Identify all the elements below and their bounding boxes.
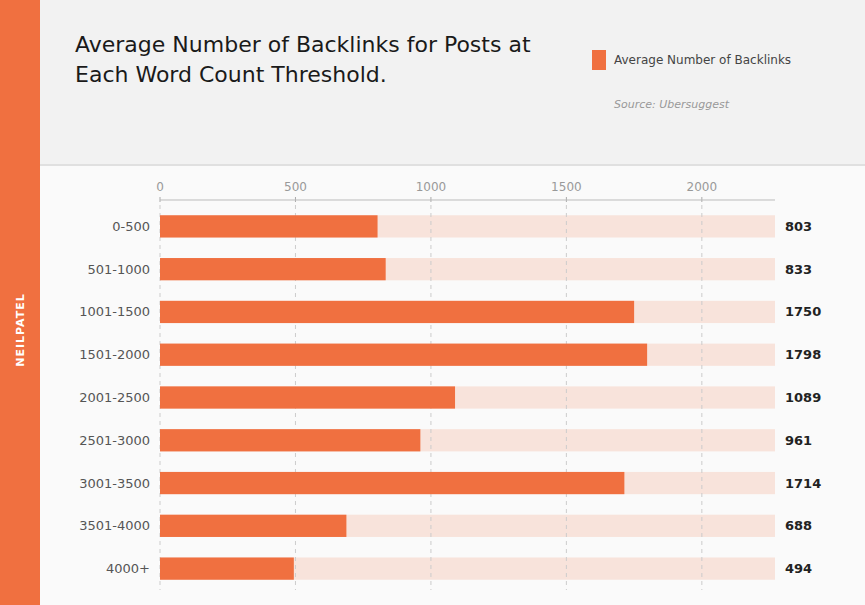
tick-label: 1500 [551, 180, 582, 194]
tick-label: 1000 [416, 180, 447, 194]
bar-track [160, 215, 775, 237]
bars [160, 215, 647, 579]
x-axis-line [160, 200, 775, 201]
data-label: 961 [785, 433, 812, 448]
bar-track [160, 301, 775, 323]
header-bg [40, 0, 865, 165]
category-label: 3001-3500 [79, 476, 150, 491]
header-separator [40, 164, 865, 166]
data-label: 833 [785, 262, 812, 277]
category-label: 501-1000 [87, 262, 150, 277]
data-label: 803 [785, 219, 812, 234]
category-label: 0-500 [112, 219, 150, 234]
bar-track [160, 557, 775, 579]
bar [160, 429, 420, 451]
bar [160, 301, 634, 323]
bar [160, 344, 647, 366]
side-banner [0, 0, 40, 605]
category-label: 4000+ [106, 561, 150, 576]
legend-swatch [592, 50, 606, 70]
category-label: 2501-3000 [79, 433, 150, 448]
bar [160, 215, 378, 237]
bar [160, 515, 346, 537]
data-label: 494 [785, 561, 812, 576]
bar-track [160, 258, 775, 280]
bar-track [160, 472, 775, 494]
category-label: 1501-2000 [79, 347, 150, 362]
category-label: 1001-1500 [79, 304, 150, 319]
source-note: Source: Ubersuggest [614, 98, 729, 111]
grid-line [701, 205, 702, 590]
chart-root: NEILPATEL 0 500 1000 1500 2000 0-500 501-1000 10… [0, 0, 865, 605]
tick-label: 0 [156, 180, 164, 194]
data-label: 1798 [785, 347, 821, 362]
chart-svg: NEILPATEL 0 500 1000 1500 2000 0-500 501-1000 10… [0, 0, 865, 605]
bar [160, 258, 386, 280]
bar [160, 557, 294, 579]
grid-line [566, 205, 567, 590]
data-label: 1089 [785, 390, 821, 405]
tick-label: 500 [284, 180, 307, 194]
category-label: 3501-4000 [79, 518, 150, 533]
data-label: 1714 [785, 476, 821, 491]
bar-track [160, 344, 775, 366]
bar [160, 386, 455, 408]
category-label: 2001-2500 [79, 390, 150, 405]
data-label: 688 [785, 518, 812, 533]
data-label: 1750 [785, 304, 821, 319]
bar [160, 472, 624, 494]
title: Average Number of Backlinks for Posts at… [75, 30, 555, 89]
legend-entry: Average Number of Backlinks [614, 53, 791, 67]
banner-label: NEILPATEL [14, 293, 27, 367]
tick-label: 2000 [687, 180, 718, 194]
bar-track [160, 429, 775, 451]
bar-track [160, 386, 775, 408]
bar-track [160, 515, 775, 537]
